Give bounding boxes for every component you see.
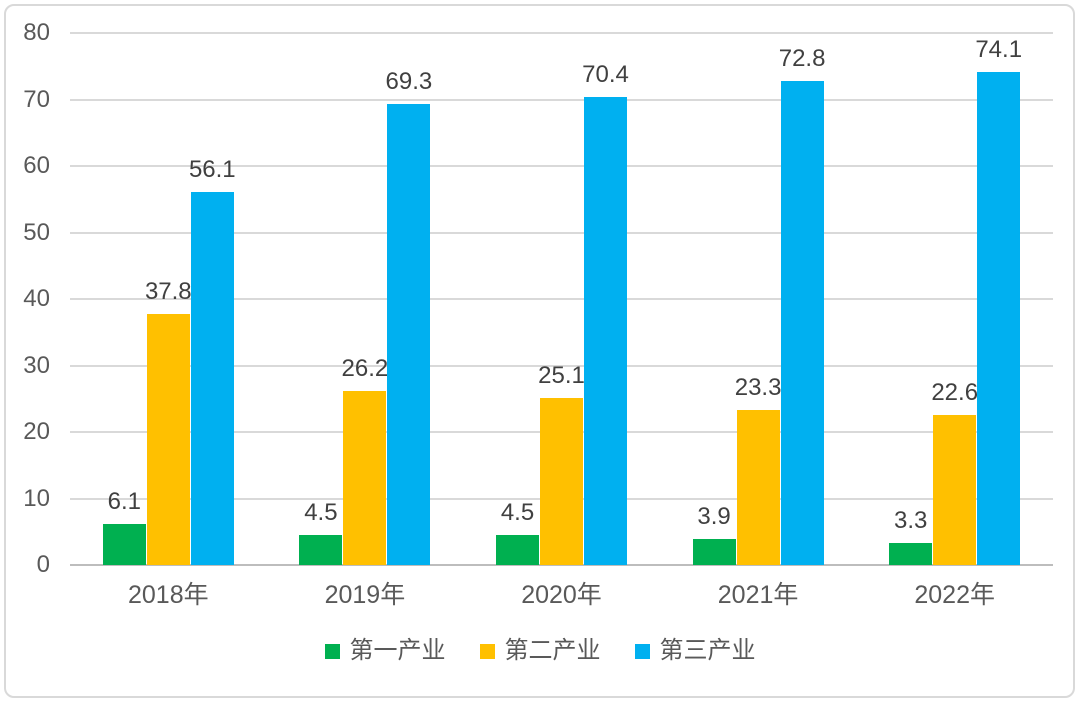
gridline (70, 364, 1053, 367)
bar (540, 398, 583, 565)
bar (190, 191, 234, 565)
bar-value-label: 3.3 (894, 507, 928, 535)
y-tick-label: 70 (23, 85, 50, 113)
bar (780, 80, 824, 565)
bar-value-label: 22.6 (931, 378, 979, 406)
gridline (70, 32, 1053, 34)
x-tick-label: 2022年 (914, 581, 995, 609)
y-tick-label: 40 (23, 285, 50, 312)
bar (299, 535, 343, 565)
bar-value-label: 70.4 (582, 60, 629, 88)
legend-item: 第三产业 (634, 637, 756, 665)
bar-value-label: 4.5 (500, 499, 535, 527)
bar (692, 539, 736, 565)
bar (387, 104, 431, 565)
bar (584, 96, 627, 565)
bar-value-label: 6.1 (107, 488, 141, 516)
y-tick-label: 20 (23, 418, 50, 445)
gridline (70, 298, 1053, 300)
x-axis-line (70, 564, 1053, 566)
legend: 第一产业 第二产业 第三产业 (0, 637, 1080, 665)
bar-value-label: 56.1 (188, 155, 236, 183)
y-tick-label: 10 (23, 484, 50, 512)
plot-area: 6.1 37.8 56.1 4.5 26.2 69.3 4.5 25.1 70.4 3.9 23.3… (70, 32, 1053, 566)
legend-item: 第二产业 (479, 637, 601, 665)
legend-item: 第一产业 (324, 637, 446, 665)
bar (736, 410, 780, 565)
y-tick-label: 60 (23, 152, 50, 179)
legend-label: 第一产业 (349, 637, 446, 664)
bar-value-label: 37.8 (144, 277, 192, 305)
y-tick-label: 0 (36, 551, 50, 578)
bar-value-label: 23.3 (734, 374, 782, 402)
gridline (70, 231, 1053, 234)
bar (343, 390, 387, 565)
bar (933, 414, 977, 565)
legend-label: 第三产业 (659, 637, 756, 664)
bar (102, 524, 146, 565)
bar-value-label: 4.5 (304, 499, 338, 527)
bar (889, 543, 933, 565)
bar-value-label: 69.3 (385, 68, 433, 96)
y-tick-label: 80 (23, 19, 50, 46)
legend-swatch-icon (479, 643, 495, 659)
bar (977, 72, 1021, 565)
gridline (70, 98, 1053, 101)
bar-value-label: 26.2 (341, 354, 389, 382)
x-tick-label: 2020年 (521, 581, 602, 609)
legend-swatch-icon (324, 643, 340, 659)
y-tick-label: 50 (23, 218, 50, 246)
legend-swatch-icon (634, 643, 650, 659)
bar-value-label: 74.1 (975, 36, 1023, 64)
bar (496, 535, 539, 565)
x-tick-label: 2018年 (127, 581, 209, 609)
bar-value-label: 3.9 (697, 503, 731, 531)
gridline (70, 165, 1053, 167)
legend-label: 第二产业 (504, 637, 601, 664)
bar-value-label: 72.8 (778, 44, 826, 72)
y-tick-label: 30 (23, 351, 50, 379)
x-tick-label: 2019年 (324, 581, 406, 609)
bar-value-label: 25.1 (538, 362, 585, 390)
bar (146, 313, 190, 565)
x-tick-label: 2021年 (717, 581, 799, 609)
